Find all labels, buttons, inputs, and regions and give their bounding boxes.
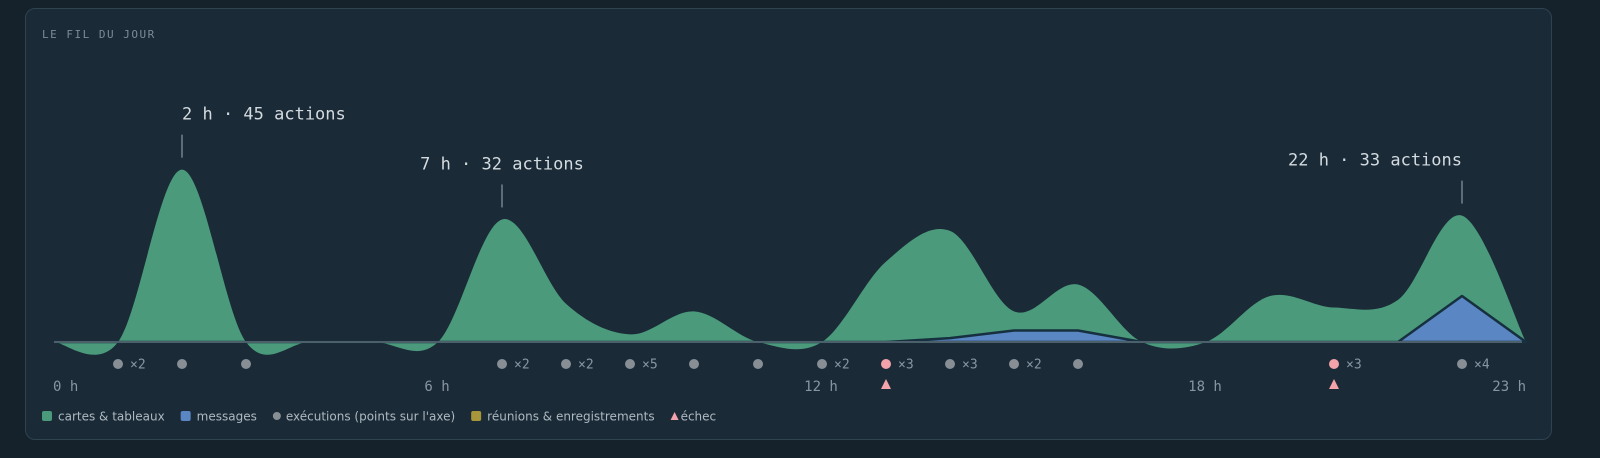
execution-count: ×3	[962, 358, 978, 373]
execution-count: ×2	[1026, 358, 1042, 373]
legend-swatch	[272, 412, 281, 420]
legend-swatch	[180, 411, 191, 421]
annotation-label: 7 h · 32 actions	[420, 154, 584, 174]
execution-count: ×2	[130, 358, 146, 373]
execution-dot	[817, 359, 827, 369]
x-tick-label: 18 h	[1188, 379, 1222, 395]
execution-dot	[177, 359, 187, 369]
execution-count: ×2	[514, 358, 530, 373]
legend-label: réunions & enregistrements	[487, 410, 654, 424]
failure-marker	[881, 379, 891, 389]
legend-swatch	[471, 411, 482, 421]
execution-count: ×3	[898, 358, 914, 373]
legend-label: cartes & tableaux	[58, 410, 165, 424]
legend-item: échec	[670, 410, 717, 424]
execution-dot	[689, 359, 699, 369]
legend-item: réunions & enregistrements	[471, 410, 655, 424]
legend-label: exécutions (points sur l'axe)	[286, 410, 455, 424]
x-tick-label: 6 h	[424, 379, 449, 395]
execution-dot	[1009, 359, 1019, 369]
legend-label: messages	[197, 410, 257, 424]
execution-count: ×5	[642, 358, 658, 373]
execution-count: ×3	[1346, 358, 1362, 373]
execution-count: ×4	[1474, 358, 1490, 373]
execution-dot	[1457, 359, 1467, 369]
execution-count: ×2	[578, 358, 594, 373]
chart-title: LE FIL DU JOUR	[42, 28, 156, 41]
legend-item: exécutions (points sur l'axe)	[272, 410, 455, 424]
annotation-label: 22 h · 33 actions	[1288, 151, 1462, 171]
legend-item: cartes & tableaux	[42, 410, 165, 424]
execution-dot	[753, 359, 763, 369]
execution-count: ×2	[834, 358, 850, 373]
legend-swatch	[42, 411, 52, 421]
execution-dot	[1073, 359, 1083, 369]
card	[25, 8, 1552, 440]
execution-dot	[113, 359, 123, 369]
area-series	[54, 169, 1526, 355]
execution-dot	[497, 359, 507, 369]
legend-label: échec	[681, 410, 717, 424]
failure-marker	[1329, 379, 1339, 389]
execution-dot	[945, 359, 955, 369]
execution-dot	[241, 359, 251, 369]
execution-dot	[561, 359, 571, 369]
legend-swatch	[670, 412, 679, 420]
execution-dot	[1329, 359, 1339, 369]
x-tick-label: 23 h	[1492, 379, 1526, 395]
execution-dot	[881, 359, 891, 369]
execution-dot	[625, 359, 635, 369]
annotation-label: 2 h · 45 actions	[182, 105, 346, 125]
x-tick-label: 12 h	[804, 379, 838, 395]
x-tick-label: 0 h	[53, 379, 78, 395]
legend-item: messages	[180, 410, 257, 424]
